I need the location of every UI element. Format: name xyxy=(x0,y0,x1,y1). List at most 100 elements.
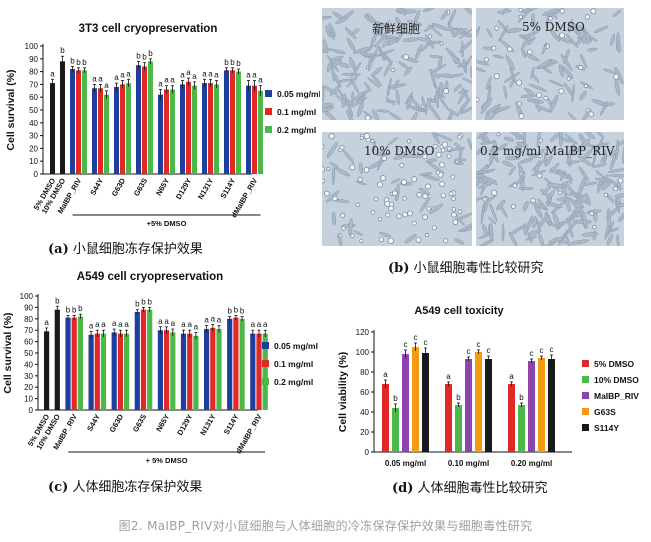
micrograph-cell xyxy=(388,205,394,212)
micrograph-cell xyxy=(405,92,413,105)
x-tick-label: S44Y xyxy=(85,413,102,433)
significance-letter: a xyxy=(509,372,514,381)
panel-a-caption: (a) 小鼠细胞冻存保护效果 xyxy=(48,238,203,257)
y-tick-label: 60 xyxy=(360,388,369,397)
significance-letter: b xyxy=(70,56,75,65)
x-tick-label: N65Y xyxy=(154,413,171,434)
bar xyxy=(227,318,233,410)
y-tick-label: 40 xyxy=(360,408,369,417)
micrograph-cell xyxy=(331,166,336,185)
bar xyxy=(236,71,241,174)
bar xyxy=(88,334,94,410)
chart-title: A549 cell cryopreservation xyxy=(77,271,223,283)
micrograph-cell xyxy=(350,78,360,94)
micrograph-cell xyxy=(373,196,379,202)
significance-letter: a xyxy=(170,76,175,85)
micrograph-cell xyxy=(370,139,375,143)
micrograph-cell xyxy=(370,210,376,215)
bar xyxy=(382,384,389,452)
significance-letter: b xyxy=(147,297,152,306)
bar xyxy=(70,69,75,174)
micrograph-cell xyxy=(329,162,339,168)
micrograph-cell xyxy=(355,180,367,186)
micrograph-cell xyxy=(596,179,608,194)
micrograph-cell xyxy=(411,176,418,183)
micrograph-cell xyxy=(581,109,591,120)
micrograph-cell xyxy=(493,73,500,80)
micrograph-cell xyxy=(572,206,584,213)
micrograph-cell xyxy=(545,15,549,29)
significance-letter: a xyxy=(192,72,197,81)
legend-swatch xyxy=(582,408,589,415)
legend-swatch xyxy=(265,90,272,97)
micrograph-cell xyxy=(540,189,552,200)
micrograph-cell xyxy=(439,181,446,188)
bar xyxy=(258,90,263,174)
x-tick-label: S114Y xyxy=(222,413,241,437)
bar xyxy=(100,333,107,410)
significance-letter: a xyxy=(114,73,119,82)
micrograph-cell xyxy=(536,92,542,99)
micrograph-cell xyxy=(383,60,393,77)
micrograph-cell xyxy=(505,27,522,33)
bar xyxy=(233,317,239,410)
micrograph-cell xyxy=(571,83,575,103)
micrograph-cell xyxy=(452,219,459,225)
micrograph-cell xyxy=(431,23,450,31)
micrograph-cell xyxy=(519,157,534,164)
chart-c-a549-cryopreservation: A549 cell cryopreservation Cell survival … xyxy=(2,271,318,465)
micrograph-cell xyxy=(322,106,335,113)
micrograph-cell xyxy=(496,199,506,211)
micrograph-cell xyxy=(322,178,326,184)
bar xyxy=(402,354,409,452)
y-axis-label: Cell viability (%) xyxy=(337,352,349,433)
micrograph-cell xyxy=(544,154,553,167)
legend-label: 5% DMSO xyxy=(594,359,635,369)
significance-letter: a xyxy=(44,318,49,327)
micrograph-cell xyxy=(497,143,508,151)
micrograph-cell xyxy=(352,46,372,54)
micrograph-cell xyxy=(616,179,622,191)
chart-title: A549 cell toxicity xyxy=(414,305,504,317)
legend-label: 10% DMSO xyxy=(594,375,639,385)
panel-c-caption-letter: (c) xyxy=(48,480,69,495)
bar xyxy=(164,89,169,174)
micrograph-cell xyxy=(326,60,333,73)
micrograph-cell xyxy=(396,30,404,44)
significance-letter: a xyxy=(194,322,199,331)
bar xyxy=(164,330,170,410)
micrograph-cell xyxy=(527,153,540,158)
x-tick-label: 0.20 mg/ml xyxy=(511,459,552,468)
micrograph-cell xyxy=(385,97,396,106)
significance-letter: b xyxy=(393,394,398,403)
y-tick-label: 100 xyxy=(20,292,34,301)
y-tick-label: 20 xyxy=(24,383,33,392)
micrograph-cell xyxy=(341,72,361,76)
micrograph-cell xyxy=(374,21,391,28)
x-tick-label: N131Y xyxy=(196,177,215,201)
micrograph-cell xyxy=(602,180,613,191)
significance-letter: b xyxy=(78,304,83,313)
micrograph-cell xyxy=(502,160,514,167)
micrograph-cell xyxy=(385,212,391,218)
y-tick-label: 0 xyxy=(34,170,39,179)
micrograph-label: 新鲜细胞 xyxy=(372,22,421,36)
micrograph-cell xyxy=(396,213,402,219)
panel-d-caption-letter: (d) xyxy=(392,481,414,496)
bar xyxy=(124,333,130,410)
micrograph-cell xyxy=(609,174,624,178)
micrograph-cell xyxy=(350,233,355,238)
micrograph-cell xyxy=(388,83,407,89)
micrograph-cell xyxy=(489,222,494,243)
micrograph-cell xyxy=(432,143,438,149)
micrograph-cell xyxy=(325,190,340,203)
micrograph-cell xyxy=(410,97,423,112)
bar xyxy=(216,329,222,410)
bar xyxy=(77,316,83,410)
panel-b-caption-letter: (b) xyxy=(388,261,410,276)
micrograph-cell xyxy=(363,167,370,173)
micrograph-cell xyxy=(608,149,620,157)
micrograph-cell xyxy=(363,110,373,119)
micrograph-cell xyxy=(489,203,498,222)
significance-letter: a xyxy=(204,316,209,325)
